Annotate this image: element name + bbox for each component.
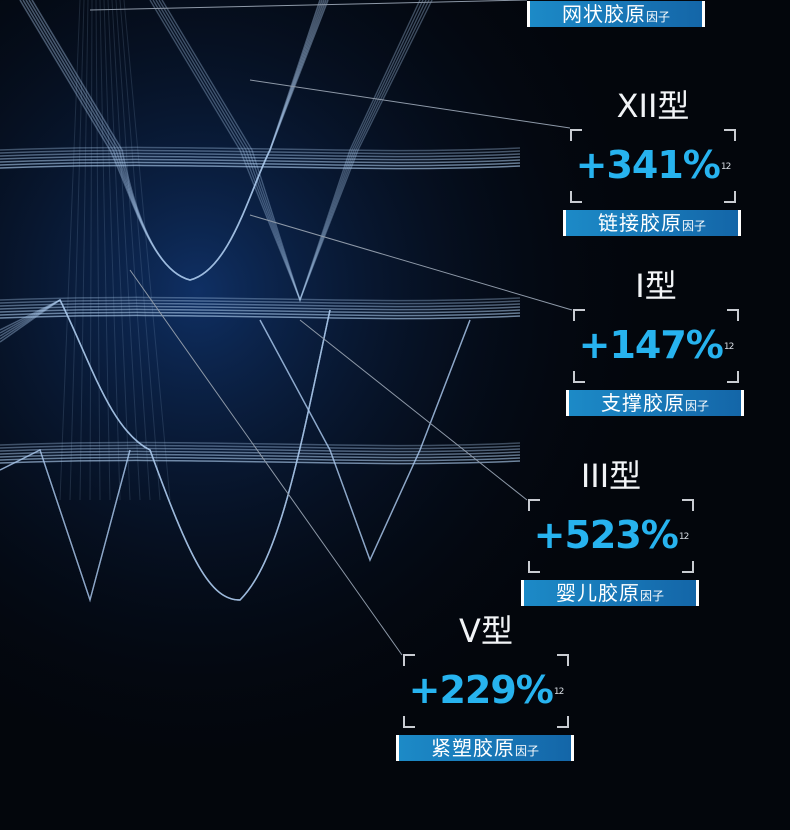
fiber-strand — [0, 450, 521, 456]
fiber-strand — [0, 298, 331, 601]
fiber-strand — [0, 298, 331, 601]
fiber-strand — [59, 0, 81, 501]
bracket-frame: +147%12 — [573, 309, 739, 383]
collagen-label: 链接胶原因子 — [563, 210, 741, 236]
fiber-strand — [0, 302, 521, 308]
fiber-strand — [31, 0, 329, 281]
fiber-strand — [259, 319, 471, 562]
fiber-strand — [69, 0, 85, 501]
fiber-strand — [0, 158, 521, 164]
fiber-strand — [0, 308, 521, 314]
fiber-strand — [0, 164, 521, 170]
fiber-strand — [19, 0, 321, 281]
fiber-strand — [28, 0, 327, 281]
leader-line — [89, 0, 528, 11]
fiber-strand — [0, 146, 521, 152]
collagen-label: 婴儿胶原因子 — [521, 580, 699, 606]
fiber-strand — [152, 0, 424, 303]
leader-line — [249, 79, 571, 129]
bracket-frame: +229%12 — [403, 654, 569, 728]
fiber-strand — [0, 449, 131, 603]
fiber-strand — [0, 296, 521, 302]
fiber-strand — [0, 449, 131, 603]
fiber-strand — [103, 0, 121, 501]
fiber-strand — [0, 298, 331, 601]
fiber-strand — [0, 298, 331, 601]
fiber-strand — [0, 459, 521, 465]
fiber-strand — [25, 0, 325, 281]
fiber-strand — [259, 319, 471, 562]
fiber-strand — [0, 441, 521, 447]
fiber-strand — [0, 449, 131, 603]
fiber-strand — [123, 0, 171, 501]
fiber-strand — [259, 319, 471, 562]
increase-value: +147%12 — [578, 323, 735, 367]
increase-value: +229%12 — [408, 668, 565, 712]
collagen-type-title: I型 — [635, 267, 677, 305]
fiber-strand — [99, 0, 111, 501]
fiber-strand — [0, 298, 331, 601]
fiber-strand — [95, 0, 101, 501]
fiber-strand — [0, 152, 521, 158]
fiber-strand — [155, 0, 427, 303]
collagen-type-title: III型 — [580, 457, 642, 495]
fiber-strand — [0, 149, 521, 155]
increase-value: +341%12 — [575, 143, 732, 187]
fiber-strand — [107, 0, 131, 501]
collagen-label: 网状胶原因子 — [527, 1, 705, 27]
collagen-label: 支撑胶原因子 — [566, 390, 744, 416]
fiber-strand — [259, 319, 471, 562]
fiber-strand — [119, 0, 161, 501]
fiber-strand — [0, 155, 521, 161]
collagen-type-title: XII型 — [616, 87, 690, 125]
fiber-strand — [0, 447, 521, 453]
fiber-strand — [0, 456, 521, 462]
fiber-strand — [0, 311, 521, 317]
collagen-type-title: V型 — [459, 612, 513, 650]
fiber-strand — [0, 449, 131, 603]
fiber-strand — [79, 0, 89, 501]
bracket-frame: +341%12 — [570, 129, 736, 203]
fiber-strand — [0, 444, 521, 450]
fiber-strand — [22, 0, 323, 281]
fiber-strand — [111, 0, 141, 501]
leader-line — [249, 214, 573, 311]
fiber-strand — [0, 299, 521, 305]
fiber-strand — [0, 314, 521, 320]
leader-line — [299, 319, 528, 501]
fiber-strand — [0, 161, 521, 167]
fiber-strand — [89, 0, 93, 501]
fiber-strand — [0, 305, 521, 311]
bracket-frame: +523%12 — [528, 499, 694, 573]
leader-line — [129, 269, 403, 656]
fiber-strand — [115, 0, 151, 501]
fiber-strand — [259, 319, 471, 562]
collagen-label: 紧塑胶原因子 — [396, 735, 574, 761]
fiber-strand — [149, 0, 421, 303]
fiber-strand — [0, 453, 521, 459]
fiber-strand — [0, 449, 131, 603]
increase-value: +523%12 — [533, 513, 690, 557]
